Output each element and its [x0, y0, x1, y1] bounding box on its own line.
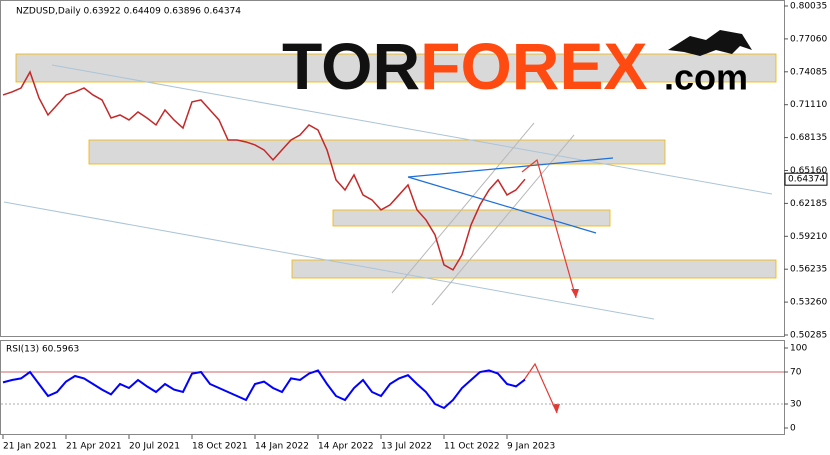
- x-tick-label: 21 Apr 2021: [66, 442, 122, 452]
- x-tick-label: 14 Apr 2022: [318, 442, 374, 452]
- y-tick-label: 0.65160: [790, 166, 827, 176]
- logo-part: FOREX: [420, 29, 647, 103]
- x-tick-label: 14 Jan 2022: [255, 442, 309, 452]
- y-tick-label: 0.53260: [790, 298, 827, 308]
- y-tick-label: 0.68135: [790, 133, 827, 143]
- price-line: [2, 70, 526, 271]
- zones: [15, 53, 777, 279]
- x-tick-label: 21 Jan 2021: [3, 442, 57, 452]
- logo-text: TORFOREX: [282, 29, 647, 103]
- x-tick-label: 20 Jul 2021: [129, 442, 180, 452]
- x-tick-label: 9 Jan 2023: [507, 442, 555, 452]
- forecast-arrow: [523, 362, 558, 414]
- forecast-arrow: [521, 158, 577, 299]
- channel-line: [3, 201, 655, 320]
- rsi-panel: [0, 340, 785, 435]
- y-tick-label: 0: [790, 424, 796, 434]
- y-tick-label: 0.71110: [790, 100, 827, 110]
- arrowhead: [571, 289, 579, 298]
- zone: [291, 259, 777, 279]
- logo-bull: [668, 30, 752, 56]
- x-tick-label: 18 Oct 2021: [192, 442, 248, 452]
- zone: [332, 209, 611, 227]
- y-tick-label: 0.62185: [790, 199, 827, 209]
- arrowhead: [552, 404, 560, 413]
- rsi-title: RSI(13) 60.5963: [6, 345, 79, 355]
- chart-title: NZDUSD,Daily 0.63922 0.64409 0.63896 0.6…: [16, 7, 241, 17]
- price-line: [2, 369, 526, 410]
- x-tick-label: 11 Oct 2022: [444, 442, 500, 452]
- logo-com: .com: [664, 57, 748, 98]
- zone: [88, 139, 666, 165]
- trend-lines: [3, 64, 773, 414]
- price-panel: [0, 0, 785, 337]
- y-tick-label: 0.56235: [790, 265, 827, 275]
- logo: TORFOREX .com: [282, 29, 752, 103]
- resistance-line: [407, 157, 614, 178]
- y-tick-label: 100: [790, 344, 807, 354]
- y-tick-label: 30: [790, 400, 802, 410]
- y-tick-label: 0.50285: [790, 331, 827, 341]
- logo-part: TOR: [282, 29, 420, 103]
- y-tick-label: 0.80035: [790, 2, 827, 12]
- price-tag-box: [784, 172, 828, 186]
- y-tick-label: 0.59210: [790, 232, 827, 242]
- zone: [15, 53, 777, 83]
- y-tick-label: 70: [790, 368, 802, 378]
- resistance-line: [407, 176, 597, 234]
- channel-line: [51, 64, 773, 195]
- x-tick-label: 13 Jul 2022: [381, 442, 432, 452]
- y-tick-label: 0.74085: [790, 67, 827, 77]
- channel-line: [391, 122, 535, 294]
- y-tick-label: 0.77060: [790, 34, 827, 44]
- price-tag: 0.64374: [788, 175, 825, 185]
